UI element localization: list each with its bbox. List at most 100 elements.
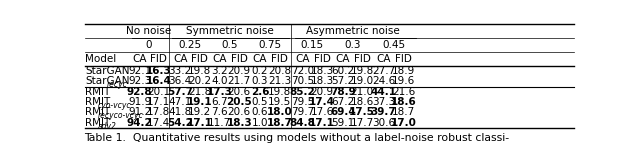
Text: 17.1: 17.1 [309,118,335,128]
Text: Model: Model [85,54,116,64]
Text: FID: FID [395,54,412,64]
Text: 20.9: 20.9 [310,87,333,97]
Text: 17.7: 17.7 [351,118,374,128]
Text: 19.5: 19.5 [268,97,291,107]
Text: 19.8: 19.8 [188,66,211,76]
Text: 20.2: 20.2 [188,76,211,86]
Text: 91.2: 91.2 [128,107,151,117]
Text: No noise: No noise [126,26,172,36]
Text: 0: 0 [146,40,152,50]
Text: StarGAN: StarGAN [85,66,129,76]
Text: CA: CA [376,54,391,64]
Text: 19.8: 19.8 [268,87,291,97]
Text: 79.5: 79.5 [291,97,314,107]
Text: 17.3: 17.3 [207,87,233,97]
Text: 0.5: 0.5 [221,40,238,50]
Text: FID: FID [354,54,371,64]
Text: 92.8: 92.8 [127,87,152,97]
Text: 18.7: 18.7 [266,118,292,128]
Text: CA: CA [253,54,268,64]
Text: 94.2: 94.2 [127,118,152,128]
Text: 18.6: 18.6 [390,97,416,107]
Text: 21.8: 21.8 [188,87,211,97]
Text: 17.8: 17.8 [147,107,170,117]
Text: FID: FID [191,54,208,64]
Text: 17.4: 17.4 [309,97,335,107]
Text: 6.7: 6.7 [212,97,228,107]
Text: FID: FID [314,54,330,64]
Text: FID: FID [231,54,248,64]
Text: 0.5: 0.5 [252,97,268,107]
Text: CA: CA [212,54,227,64]
Text: 20.5: 20.5 [227,97,252,107]
Text: 19.2: 19.2 [188,107,211,117]
Text: 17.0: 17.0 [390,118,417,128]
Text: 18.7: 18.7 [392,107,415,117]
Text: StarGAN: StarGAN [85,76,129,86]
Text: 20.6: 20.6 [228,87,251,97]
Text: adv2: adv2 [97,122,116,131]
Text: 2.6: 2.6 [251,87,269,97]
Text: 19.6: 19.6 [392,76,415,86]
Text: Symmetric noise: Symmetric noise [186,26,274,36]
Text: 7.6: 7.6 [212,107,228,117]
Text: CA: CA [173,54,188,64]
Text: 47.1: 47.1 [168,97,192,107]
Text: 0.45: 0.45 [382,40,405,50]
Text: 20.1: 20.1 [147,87,170,97]
Text: 0.2: 0.2 [252,66,268,76]
Text: 16.3: 16.3 [145,66,172,76]
Text: 57.7: 57.7 [167,87,193,97]
Text: 79.7: 79.7 [291,107,314,117]
Text: 85.2: 85.2 [290,87,316,97]
Text: 0.75: 0.75 [258,40,282,50]
Text: 57.2: 57.2 [332,76,355,86]
Text: 0.15: 0.15 [301,40,324,50]
Text: 18.3: 18.3 [227,118,252,128]
Text: 91.9: 91.9 [128,97,151,107]
Text: 18.3: 18.3 [310,76,333,86]
Text: recyc: recyc [107,80,128,89]
Text: 20.6: 20.6 [228,107,251,117]
Text: Asymmetric noise: Asymmetric noise [306,26,400,36]
Text: 33.2: 33.2 [168,66,192,76]
Text: 18.9: 18.9 [392,66,415,76]
Text: 21.7: 21.7 [228,76,251,86]
Text: 44.1: 44.1 [371,87,397,97]
Text: 19.0: 19.0 [351,76,374,86]
Text: Table 1.  Quantitative results using models without a label-noise robust classi-: Table 1. Quantitative results using mode… [84,133,509,143]
Text: 30.6: 30.6 [372,118,395,128]
Text: 20.9: 20.9 [228,66,251,76]
Text: 78.9: 78.9 [330,87,356,97]
Text: RMIT: RMIT [85,118,110,128]
Text: 92.3: 92.3 [128,76,151,86]
Text: 36.4: 36.4 [168,76,192,86]
Text: 67.2: 67.2 [332,97,355,107]
Text: 21.0: 21.0 [351,87,374,97]
Text: 70.5: 70.5 [291,76,314,86]
Text: 1.0: 1.0 [252,118,268,128]
Text: 11.7: 11.7 [208,118,232,128]
Text: 17.1: 17.1 [187,118,212,128]
Text: 54.2: 54.2 [167,118,193,128]
Text: 16.4: 16.4 [145,76,172,86]
Text: 17.6: 17.6 [310,107,333,117]
Text: 3.2: 3.2 [212,66,228,76]
Text: 0.3: 0.3 [344,40,361,50]
Text: RMIT: RMIT [85,87,110,97]
Text: 21.3: 21.3 [268,76,291,86]
Text: 19.8: 19.8 [351,66,374,76]
Text: 92.1: 92.1 [128,66,151,76]
Text: 17.1: 17.1 [147,97,170,107]
Text: 69.4: 69.4 [330,107,356,117]
Text: cyo-vcyc: cyo-vcyc [97,101,131,110]
Text: 84.8: 84.8 [290,118,316,128]
Text: recyco-vcyc: recyco-vcyc [97,111,143,120]
Text: 41.8: 41.8 [168,107,192,117]
Text: 37.3: 37.3 [372,97,395,107]
Text: 17.4: 17.4 [147,118,170,128]
Text: 0.6: 0.6 [252,107,268,117]
Text: FID: FID [150,54,167,64]
Text: 17.5: 17.5 [349,107,375,117]
Text: CA: CA [296,54,310,64]
